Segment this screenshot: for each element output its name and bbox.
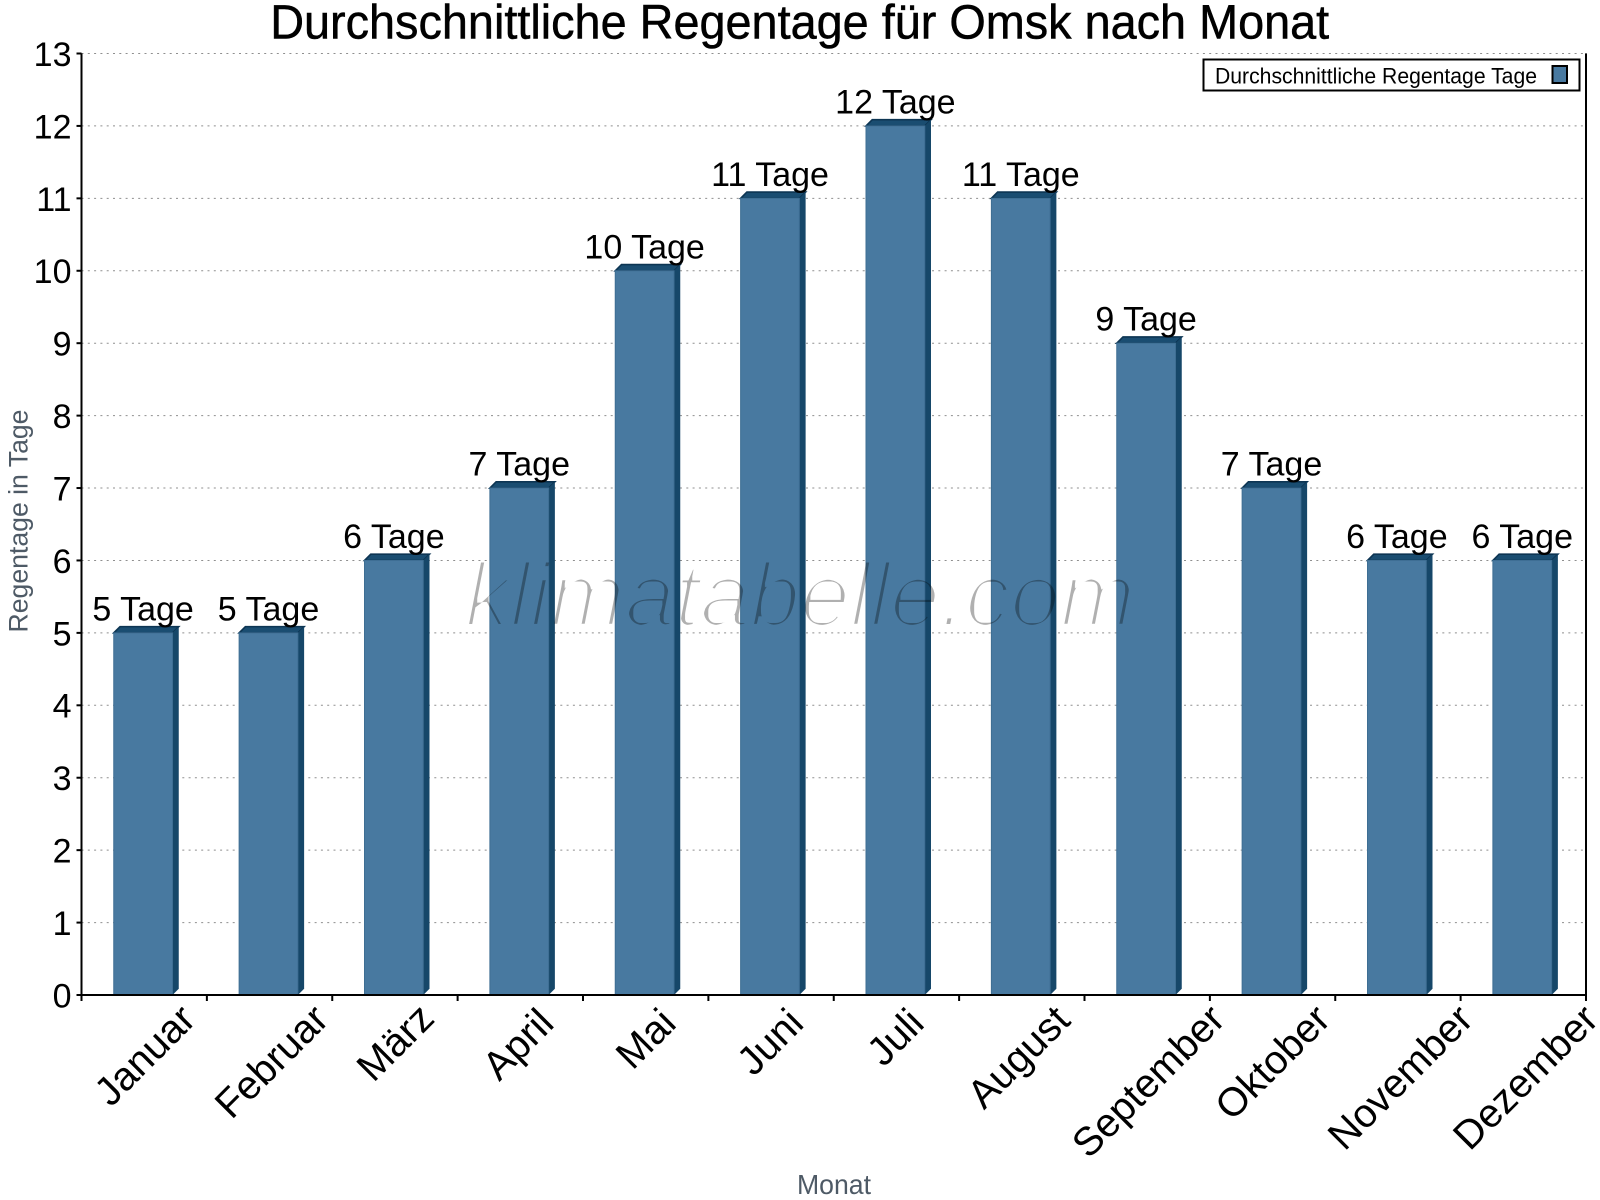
- svg-text:2: 2: [53, 833, 72, 871]
- svg-text:9 Tage: 9 Tage: [1095, 301, 1196, 339]
- svg-text:7 Tage: 7 Tage: [1221, 446, 1322, 484]
- svg-text:9: 9: [53, 326, 72, 364]
- svg-text:12 Tage: 12 Tage: [835, 83, 955, 121]
- svg-text:Regentage in Tage: Regentage in Tage: [3, 410, 33, 633]
- svg-text:7: 7: [53, 470, 72, 508]
- svg-text:Monat: Monat: [797, 1169, 871, 1200]
- svg-text:10: 10: [34, 253, 72, 291]
- svg-text:5 Tage: 5 Tage: [92, 590, 193, 628]
- svg-text:5: 5: [53, 615, 72, 653]
- svg-text:6 Tage: 6 Tage: [1346, 518, 1447, 556]
- svg-text:5 Tage: 5 Tage: [218, 590, 319, 628]
- svg-text:6 Tage: 6 Tage: [1472, 518, 1573, 556]
- svg-text:7 Tage: 7 Tage: [469, 446, 570, 484]
- svg-text:10 Tage: 10 Tage: [584, 228, 704, 266]
- svg-text:3: 3: [53, 760, 72, 798]
- svg-text:Durchschnittliche Regentage Ta: Durchschnittliche Regentage Tage: [1215, 64, 1537, 89]
- svg-text:6 Tage: 6 Tage: [343, 518, 444, 556]
- svg-text:8: 8: [53, 398, 72, 436]
- svg-text:11 Tage: 11 Tage: [711, 156, 829, 194]
- svg-text:0: 0: [53, 977, 72, 1015]
- svg-text:klimatabelle.com: klimatabelle.com: [465, 546, 1135, 646]
- svg-text:4: 4: [53, 688, 72, 726]
- svg-text:13: 13: [34, 36, 72, 74]
- svg-text:Durchschnittliche Regentage fü: Durchschnittliche Regentage für Omsk nac…: [270, 0, 1329, 50]
- svg-text:6: 6: [53, 543, 72, 581]
- svg-text:11 Tage: 11 Tage: [962, 156, 1080, 194]
- svg-text:11: 11: [36, 181, 71, 219]
- svg-text:12: 12: [34, 108, 72, 146]
- svg-text:1: 1: [53, 905, 72, 943]
